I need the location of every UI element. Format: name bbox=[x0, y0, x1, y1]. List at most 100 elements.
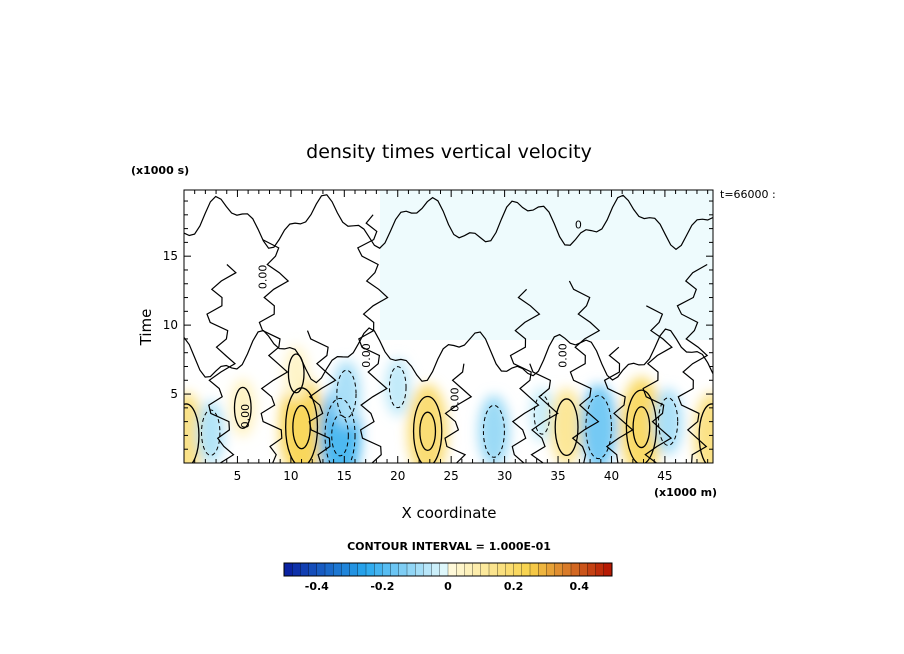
colorbar-cell bbox=[505, 562, 515, 577]
colorbar-cell bbox=[464, 562, 474, 577]
colorbar-cell bbox=[595, 562, 605, 577]
colorbar-cell bbox=[357, 562, 367, 577]
colorbar-cell bbox=[415, 562, 424, 577]
negative-contour bbox=[533, 394, 551, 435]
negative-contour bbox=[658, 397, 679, 446]
colorbar-tick-label: 0.4 bbox=[569, 580, 589, 593]
x-tick-label: 30 bbox=[497, 469, 512, 483]
zero-contour bbox=[642, 305, 673, 463]
field-blob bbox=[407, 384, 448, 463]
colorbar-cell bbox=[546, 562, 556, 577]
zero-contour bbox=[529, 363, 559, 463]
colorbar-cell bbox=[308, 562, 318, 577]
contour-label: 0.00 bbox=[256, 265, 269, 290]
negative-contour bbox=[336, 369, 357, 419]
colorbar-cell bbox=[513, 562, 523, 577]
colorbar-cell bbox=[349, 562, 359, 577]
zero-contour bbox=[509, 288, 541, 463]
x-axis-label: X coordinate bbox=[401, 504, 496, 522]
x-tick-label: 40 bbox=[604, 469, 619, 483]
negative-contour bbox=[388, 366, 407, 409]
positive-contour bbox=[419, 411, 437, 452]
colorbar: -0.4 -0.2 0 0.2 0.4 bbox=[283, 562, 613, 593]
colorbar-cell bbox=[447, 562, 457, 577]
colorbar-cell bbox=[398, 562, 408, 577]
colorbar-cell bbox=[431, 562, 441, 577]
colorbar-tick-label: -0.4 bbox=[305, 580, 329, 593]
zero-contour-band bbox=[184, 327, 713, 384]
colorbar-cell bbox=[300, 562, 310, 577]
plot-frame bbox=[183, 189, 714, 464]
colorbar-cell bbox=[480, 562, 490, 577]
x-tick-label: 20 bbox=[390, 469, 405, 483]
field-blob bbox=[529, 387, 555, 443]
zero-contour bbox=[306, 330, 337, 463]
colorbar-cell bbox=[497, 562, 506, 577]
x-tick-label: 45 bbox=[657, 469, 672, 483]
negative-contour bbox=[482, 404, 505, 458]
positive-contour bbox=[698, 403, 713, 463]
contour-label: 0 bbox=[575, 219, 582, 232]
colorbar-cell bbox=[333, 562, 342, 577]
colorbar-cell bbox=[587, 562, 597, 577]
y-tick-label: 10 bbox=[163, 318, 178, 332]
zero-contour bbox=[444, 363, 473, 463]
contour-label: 0.00 bbox=[360, 343, 373, 368]
negative-contour bbox=[331, 414, 349, 457]
field-blob bbox=[693, 392, 713, 463]
negative-contour bbox=[201, 409, 221, 456]
positive-contour bbox=[412, 395, 443, 463]
zero-contour bbox=[603, 346, 634, 463]
field-blob bbox=[620, 377, 663, 463]
colorbar-tick-label: 0.2 bbox=[504, 580, 524, 593]
weak-negative-region bbox=[380, 190, 713, 340]
colorbar-cell bbox=[521, 562, 531, 577]
colorbar-tick-label: -0.2 bbox=[370, 580, 394, 593]
colorbar-cell bbox=[562, 562, 572, 577]
positive-contour bbox=[632, 406, 651, 449]
field-blob bbox=[478, 395, 510, 463]
colorbar-cell bbox=[292, 562, 301, 577]
y-axis-label: Time bbox=[137, 309, 155, 347]
zero-contour bbox=[568, 280, 601, 463]
colorbar-cell bbox=[324, 562, 334, 577]
positive-contour bbox=[554, 398, 579, 457]
colorbar-cell bbox=[341, 562, 351, 577]
colorbar-cell bbox=[579, 562, 588, 577]
colorbar-cell bbox=[456, 562, 465, 577]
x-tick-label: 15 bbox=[337, 469, 352, 483]
negative-contour bbox=[324, 397, 356, 463]
colorbar-cell bbox=[472, 562, 482, 577]
positive-contour bbox=[287, 353, 305, 394]
colorbar-cell bbox=[529, 562, 539, 577]
contour-label: 0.00 bbox=[239, 404, 252, 429]
colorbar-cell bbox=[570, 562, 580, 577]
colorbar-cell bbox=[406, 562, 416, 577]
colorbar-cell bbox=[488, 562, 498, 577]
colorbar-cell bbox=[439, 562, 449, 577]
zero-contour-band bbox=[184, 194, 713, 251]
x-tick-label: 10 bbox=[283, 469, 298, 483]
chart-title: density times vertical velocity bbox=[306, 141, 592, 163]
plot-area: 0.00 0.00 0.00 0.00 0.00 0 5 10 15 20 25 30 35 40 45 5… bbox=[163, 189, 714, 483]
colorbar-frame bbox=[283, 562, 613, 577]
colorbar-cell bbox=[390, 562, 400, 577]
zero-contour bbox=[258, 239, 290, 463]
colorbar-cell bbox=[382, 562, 392, 577]
y-tick-label: 15 bbox=[163, 249, 178, 263]
colorbar-cell bbox=[423, 562, 433, 577]
time-label: t=66000 : bbox=[720, 188, 776, 201]
contour-interval-label: CONTOUR INTERVAL = 1.000E-01 bbox=[347, 540, 551, 553]
x-unit-label: (x1000 m) bbox=[654, 486, 717, 499]
x-tick-label: 35 bbox=[550, 469, 565, 483]
positive-contour bbox=[625, 389, 658, 463]
colorbar-cell bbox=[374, 562, 383, 577]
positive-contour bbox=[184, 403, 200, 463]
colorbar-cell bbox=[603, 562, 613, 577]
zero-contour bbox=[676, 263, 709, 463]
zero-contour bbox=[206, 264, 237, 463]
colorbar-cell bbox=[365, 562, 375, 577]
contour-label: 0.00 bbox=[449, 387, 462, 412]
negative-contour bbox=[585, 395, 612, 460]
